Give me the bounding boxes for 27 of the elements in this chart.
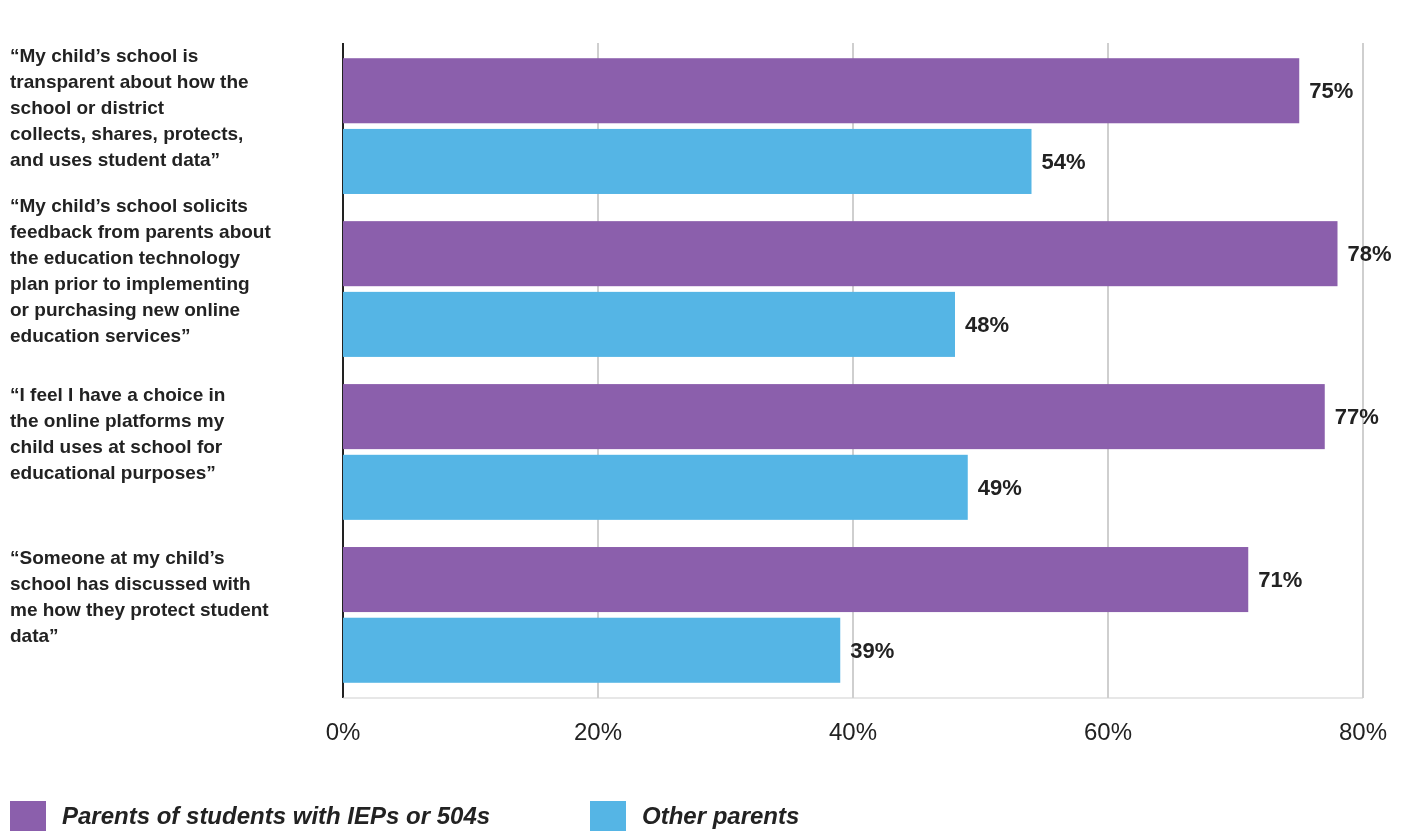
data-label: 71%	[1258, 567, 1303, 593]
y-tick-label: “My child’s school solicits feedback from parents about the education technology plan prior to implementing or purchasing new online education services”	[10, 195, 272, 347]
x-tick-label: 0%	[325, 718, 361, 745]
x-tick-label: 60%	[1083, 718, 1133, 745]
bar	[343, 454, 968, 520]
bar	[343, 384, 1325, 450]
data-label: 75%	[1309, 78, 1354, 104]
bar	[343, 617, 841, 683]
bar	[343, 128, 1032, 194]
legend-label: Parents of students with IEPs or 504s	[62, 802, 491, 829]
bar	[343, 221, 1338, 287]
data-label: 49%	[977, 475, 1022, 501]
y-tick-label: “Someone at my child’s school has discussed with me how they protect student data”	[10, 546, 270, 646]
x-tick-label: 80%	[1338, 718, 1388, 745]
data-label: 54%	[1041, 149, 1086, 175]
legend-label: Other parents	[642, 802, 800, 829]
data-label: 39%	[850, 637, 895, 663]
data-label: 78%	[1347, 241, 1392, 267]
x-tick-label: 40%	[828, 718, 878, 745]
bar	[343, 291, 955, 357]
x-tick-label: 20%	[573, 718, 623, 745]
data-label: 77%	[1334, 404, 1379, 430]
bar	[343, 58, 1300, 124]
y-tick-label: “My child’s school is transparent about how the school or district collects, shares, protects, and uses student data”	[10, 45, 249, 171]
y-tick-label: “I feel I have a choice in the online platforms my child uses at school for educational purposes”	[10, 383, 226, 483]
data-label: 48%	[965, 312, 1010, 338]
bar	[343, 547, 1249, 613]
